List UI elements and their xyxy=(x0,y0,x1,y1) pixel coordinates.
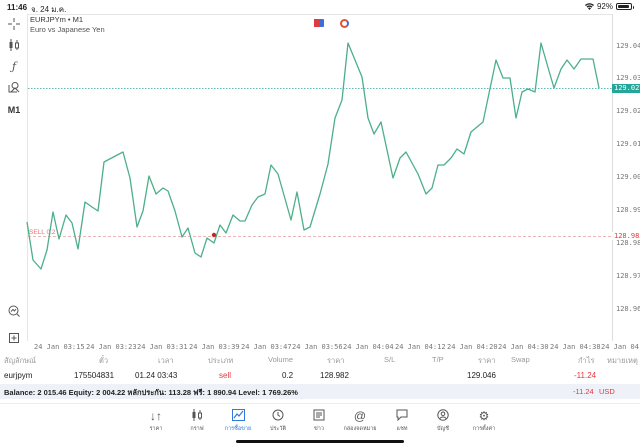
price-series xyxy=(26,42,600,270)
home-indicator[interactable] xyxy=(236,440,404,443)
nav-news[interactable]: ข่าว xyxy=(299,409,339,433)
chart-header-icons xyxy=(314,19,349,28)
candlestick-type-icon[interactable] xyxy=(5,37,23,53)
position-row[interactable]: eurjpym 175504831 01.24 03:43 sell 0.2 1… xyxy=(0,368,640,382)
col-open-price[interactable]: ราคา xyxy=(327,356,345,365)
zoom-chart-icon[interactable] xyxy=(5,303,23,319)
status-time: 11:46 xyxy=(7,3,28,12)
col-volume[interactable]: Volume xyxy=(268,355,294,364)
history-clock-icon xyxy=(258,409,298,423)
y-tick: 128.960 xyxy=(616,305,640,313)
news-icon xyxy=(299,409,339,423)
status-date: จ. 24 ม.ค. xyxy=(31,5,67,14)
y-tick: 128.990 xyxy=(616,206,640,214)
nav-history[interactable]: ประวัติ xyxy=(258,409,298,433)
row-time: 01.24 03:43 xyxy=(135,371,178,380)
positions-table-header: สัญลักษณ์ ตั๋ว เวลา ประเภท Volume ราคา S… xyxy=(0,352,640,366)
col-swap[interactable]: Swap xyxy=(511,355,530,364)
account-icon xyxy=(423,409,463,423)
sell-entry-marker xyxy=(211,232,217,238)
objects-shapes-icon[interactable] xyxy=(5,79,23,95)
row-price: 129.046 xyxy=(467,371,496,380)
col-sl[interactable]: S/L xyxy=(384,355,396,364)
chat-icon xyxy=(382,409,422,423)
y-tick: 129.000 xyxy=(616,173,640,181)
row-type: sell xyxy=(219,371,232,380)
row-ticket: 175504831 xyxy=(74,371,115,380)
nav-settings[interactable]: ⚙ การตั้งค่า xyxy=(464,409,504,433)
chart-symbol-title: EURJPYm • M1 xyxy=(30,15,84,24)
price-axis[interactable]: 129.040 129.030 129.020 129.010 129.000 … xyxy=(612,14,640,341)
nav-quotes[interactable]: ↓↑ ราคา xyxy=(136,409,176,433)
y-tick: 129.020 xyxy=(616,107,640,115)
one-click-trading-icon[interactable] xyxy=(314,19,324,27)
row-profit: -11.24 xyxy=(574,371,597,380)
at-mail-icon: @ xyxy=(353,409,367,423)
chart-toolbar: ƒ M1 xyxy=(0,14,27,344)
arrows-updown-icon: ↓↑ xyxy=(150,409,162,423)
candlestick-icon xyxy=(177,409,217,423)
total-profit: -11.24 xyxy=(573,387,594,396)
status-right: 92% xyxy=(584,2,634,11)
nav-mailbox[interactable]: @ กล่องจดหมาย xyxy=(340,409,380,433)
x-tick: 24 Jan 03:31 xyxy=(137,343,188,351)
nav-chat[interactable]: แชท xyxy=(382,409,422,433)
status-bar: 11:46 จ. 24 ม.ค. 92% xyxy=(0,0,640,14)
x-tick: 24 Jan 03:47 xyxy=(241,343,292,351)
y-tick: 129.040 xyxy=(616,42,640,50)
sell-line-label: SELL 0.2 xyxy=(29,229,56,236)
gear-icon: ⚙ xyxy=(478,409,490,423)
y-tick: 128.980 xyxy=(616,239,640,247)
wifi-icon xyxy=(584,3,594,10)
row-symbol: eurjpym xyxy=(4,371,33,380)
y-tick: 129.030 xyxy=(616,74,640,82)
indicators-function-icon[interactable]: ƒ xyxy=(11,59,17,73)
x-tick: 24 Jan 04:12 xyxy=(395,343,446,351)
crosshair-icon[interactable] xyxy=(5,16,23,32)
x-tick: 24 Jan 03:39 xyxy=(189,343,240,351)
time-axis[interactable]: 24 Jan 03:15 24 Jan 03:23 24 Jan 03:31 2… xyxy=(27,341,640,351)
x-tick: 24 Jan 03:23 xyxy=(86,343,137,351)
x-tick: 24 Jan 04:46 xyxy=(601,343,640,351)
bottom-navigation: ↓↑ ราคา กราฟ การซื้อขาย ประวัติ ข่าว @ ก… xyxy=(0,403,640,447)
y-tick: 128.970 xyxy=(616,272,640,280)
battery-icon xyxy=(616,3,634,10)
sell-price-badge: 128.982 xyxy=(612,232,640,240)
x-tick: 24 Jan 04:30 xyxy=(498,343,549,351)
chart-canvas[interactable] xyxy=(27,14,612,341)
nav-account[interactable]: บัญชี xyxy=(423,409,463,433)
timeframe-button[interactable]: M1 xyxy=(7,105,21,115)
connection-status-icon[interactable] xyxy=(340,19,349,28)
x-tick: 24 Jan 04:20 xyxy=(447,343,498,351)
x-tick: 24 Jan 04:38 xyxy=(550,343,601,351)
add-template-icon[interactable] xyxy=(5,330,23,346)
col-type[interactable]: ประเภท xyxy=(208,356,234,365)
x-tick: 24 Jan 03:56 xyxy=(292,343,343,351)
account-summary-bar: Balance: 2 015.46 Equity: 2 004.22 หลักป… xyxy=(0,384,640,399)
col-price[interactable]: ราคา xyxy=(478,356,496,365)
col-symbol[interactable]: สัญลักษณ์ xyxy=(4,356,37,365)
row-open-price: 128.982 xyxy=(320,371,349,380)
x-tick: 24 Jan 04:04 xyxy=(343,343,394,351)
chart-symbol-description: Euro vs Japanese Yen xyxy=(30,25,105,34)
col-tp[interactable]: T/P xyxy=(432,355,444,364)
nav-trade[interactable]: การซื้อขาย xyxy=(218,409,258,433)
col-time[interactable]: เวลา xyxy=(158,356,174,365)
current-price-badge: 129.027 xyxy=(612,84,640,93)
row-volume: 0.2 xyxy=(282,371,294,380)
trade-chart-icon xyxy=(218,409,258,423)
nav-chart[interactable]: กราฟ xyxy=(177,409,217,433)
y-tick: 129.010 xyxy=(616,140,640,148)
col-profit[interactable]: กำไร xyxy=(578,356,595,365)
account-summary-text: Balance: 2 015.46 Equity: 2 004.22 หลักป… xyxy=(4,388,298,397)
account-currency: USD xyxy=(599,387,615,396)
col-comment[interactable]: หมายเหตุ xyxy=(607,356,638,365)
col-ticket[interactable]: ตั๋ว xyxy=(99,356,109,365)
battery-percent: 92% xyxy=(596,2,613,11)
x-tick: 24 Jan 03:15 xyxy=(34,343,85,351)
